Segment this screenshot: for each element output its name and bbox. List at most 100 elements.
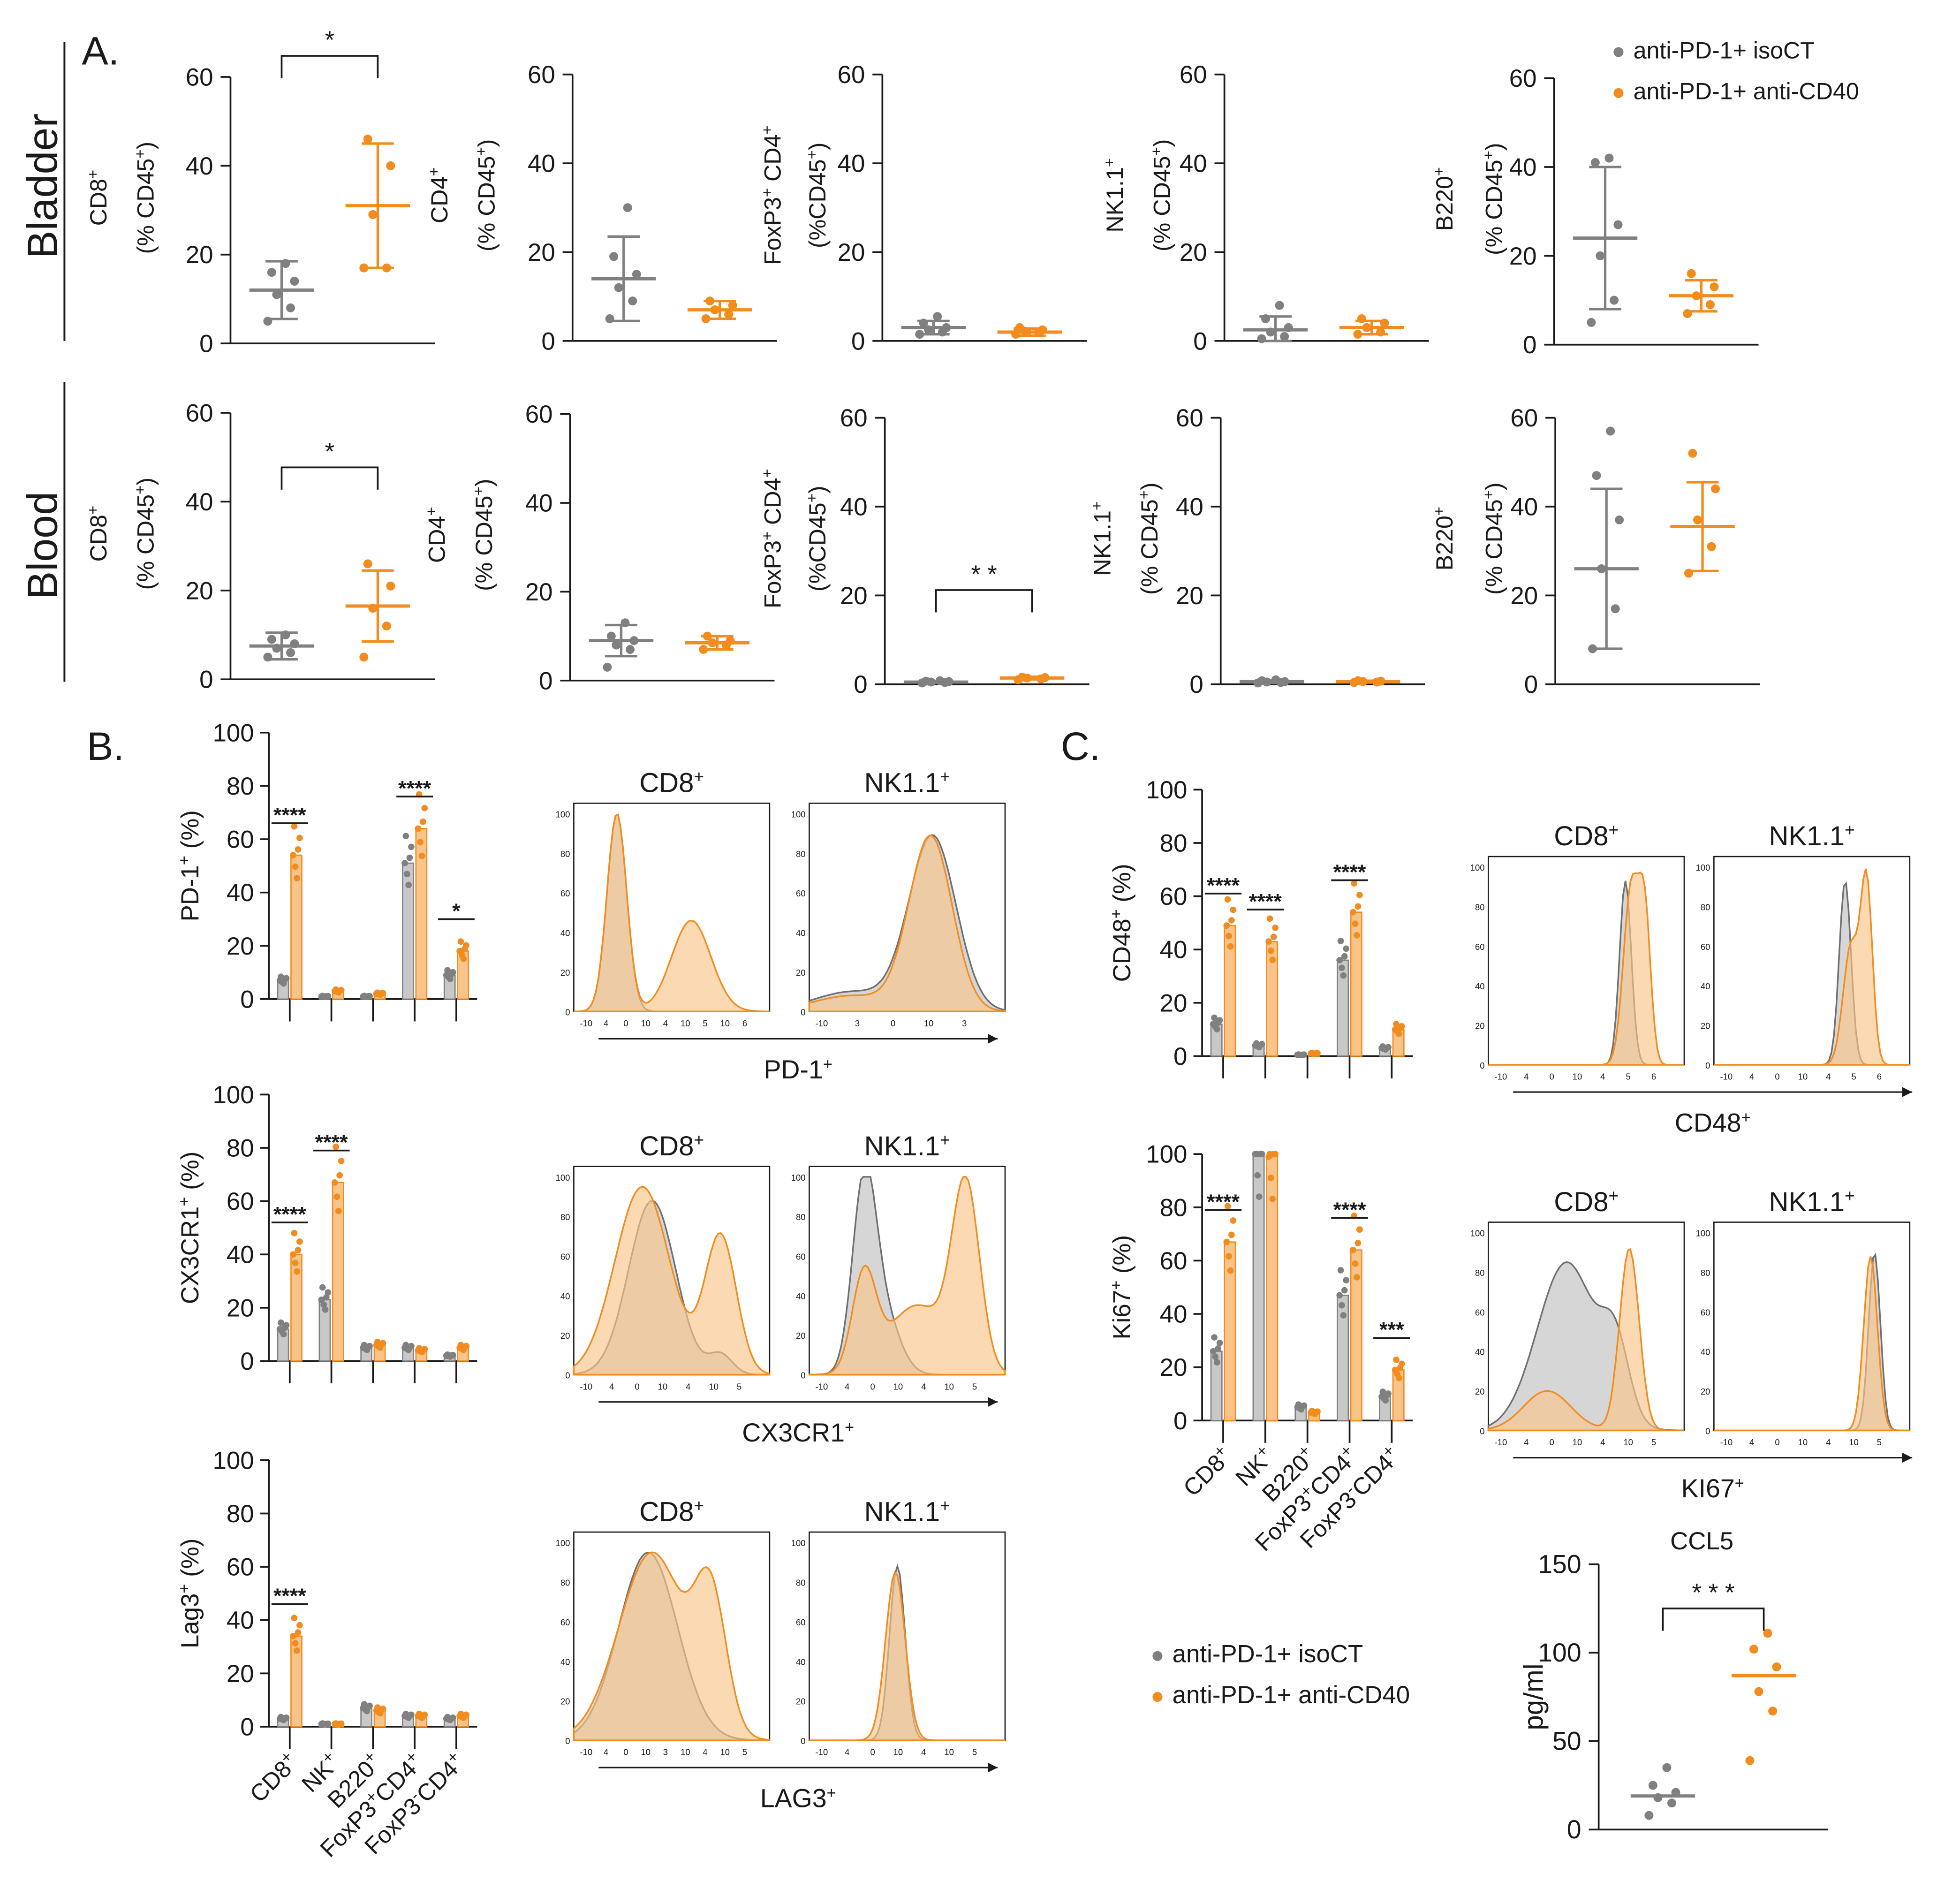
data-point (1644, 1811, 1654, 1820)
data-point (699, 645, 708, 654)
significance-label: **** (1333, 1198, 1366, 1221)
bar-point (1395, 1374, 1402, 1381)
bar-point (463, 942, 469, 949)
bar-point (1216, 1340, 1223, 1346)
y-tick-label: 40 (227, 1607, 254, 1634)
significance-label: **** (398, 776, 431, 800)
bar-point (318, 1296, 325, 1303)
bar-chart-b-cx3cr1: 0 20 40 60 80 100 CX3CR1+ (%) **** **** (175, 1081, 477, 1384)
hist-x-tick-label: 10 (1798, 1437, 1808, 1447)
hist-x-axis-label-text: PD-1 (764, 1055, 823, 1084)
y-axis-label: FoxP3+ CD4+ (758, 126, 786, 265)
y-tick-label: 0 (240, 986, 254, 1013)
bar-point (294, 875, 300, 882)
hist-y-tick-label: 0 (565, 1736, 570, 1746)
y-axis-label: NK1.1+ (1088, 501, 1116, 576)
y-tick-label: 40 (227, 879, 254, 907)
hist-x-tick-label: 10 (709, 1381, 719, 1391)
y-axis-label-part: (%) (1108, 864, 1136, 909)
hist-y-tick-label: 0 (801, 1736, 805, 1746)
data-point (382, 622, 391, 631)
bar-chart-c-cd48: 0 20 40 60 80 100 CD48+ (%) **** **** **** (1107, 776, 1413, 1079)
histogram-title-text: CD8 (639, 1131, 694, 1161)
bar-point (278, 1319, 284, 1326)
histogram-title-text: CD8 (1554, 821, 1608, 851)
category-label: CD8+ (1177, 1441, 1237, 1502)
bar-point (419, 818, 426, 825)
histogram-title-text: NK1.1 (864, 1131, 940, 1161)
bar (1266, 941, 1279, 1057)
bar-point (1253, 1151, 1260, 1158)
hist-y-tick-label: 20 (560, 1331, 570, 1341)
histogram-cd40 (808, 834, 1006, 1013)
data-point (1662, 1763, 1672, 1772)
y-tick-label: 20 (227, 933, 254, 960)
bar-point (1309, 1407, 1316, 1414)
bar-point (294, 1647, 300, 1654)
bar-point (444, 1714, 451, 1721)
data-point (609, 252, 619, 261)
legend-label-cd40-2: anti-PD-1+ anti-CD40 (1173, 1681, 1410, 1709)
histogram-title-text: NK1.1 (1769, 821, 1845, 851)
hist-x-axis-label-text: LAG3 (760, 1784, 827, 1813)
hist-x-axis-label-sup: + (1735, 1474, 1744, 1492)
y-axis-label-unit-part: + (1147, 147, 1165, 156)
hist-y-tick-label: 20 (796, 1331, 806, 1341)
legend-label-iso-2: anti-PD-1+ isoCT (1173, 1640, 1363, 1668)
hist-x-tick-label: 5 (703, 1018, 707, 1028)
y-tick-label: 0 (1173, 1407, 1187, 1435)
hist-x-tick-label: 4 (1749, 1437, 1754, 1447)
hist-x-tick-label: 10 (681, 1747, 690, 1757)
bar-point (325, 1289, 332, 1296)
hist-x-tick-label: 4 (1826, 1072, 1831, 1082)
data-point (386, 581, 395, 591)
y-axis-label-unit-part: (%CD45 (804, 159, 831, 248)
histogram-title: NK1.1+ (864, 1130, 950, 1161)
panel-label-b: B. (87, 724, 124, 768)
y-axis-label: pg/ml (1519, 1663, 1549, 1730)
histogram-cd40 (1714, 868, 1910, 1066)
hist-y-tick-label: 100 (791, 1538, 806, 1548)
hist-x-axis-arrowhead (987, 1762, 998, 1773)
y-axis-label-unit-part: (% CD45 (133, 494, 159, 590)
hist-x-tick-label: 10 (720, 1747, 730, 1757)
data-point (1362, 323, 1371, 332)
hist-y-tick-label: 0 (801, 1370, 805, 1380)
data-point (286, 648, 295, 657)
data-point (1745, 1756, 1755, 1765)
bar-point (1215, 1345, 1222, 1352)
bar (290, 1635, 303, 1728)
y-axis-label-part: CD48 (1108, 918, 1136, 982)
bar-point (1295, 1051, 1302, 1058)
histogram-title-sup: + (694, 1496, 704, 1515)
y-tick-label: 20 (840, 582, 868, 610)
legend-label-iso: anti-PD-1+ isoCT (1634, 37, 1815, 63)
data-point (1768, 1707, 1778, 1716)
bar-point (1356, 1226, 1363, 1233)
hist-y-tick-label: 20 (560, 1697, 570, 1707)
y-tick-label: 100 (213, 1081, 254, 1109)
data-point (1604, 153, 1614, 163)
hist-x-tick-label: 4 (609, 1381, 614, 1391)
bar-point (1337, 938, 1344, 944)
legend-label-cd40: anti-PD-1+ anti-CD40 (1634, 78, 1859, 105)
bar-point (319, 993, 326, 999)
y-tick-label: 60 (525, 401, 553, 428)
bar-point (292, 863, 299, 870)
bar-point (421, 804, 428, 812)
data-point (286, 303, 295, 312)
significance-label: * (325, 26, 335, 54)
bar-point (1230, 906, 1237, 913)
hist-x-tick-label: -10 (1495, 1437, 1507, 1447)
bar-point (1223, 1238, 1230, 1245)
bar-point (296, 834, 303, 842)
y-tick-label: 100 (213, 719, 254, 747)
hist-x-tick-label: 10 (1573, 1072, 1582, 1082)
data-point (1376, 676, 1385, 686)
y-axis-label: CD4+ (422, 507, 450, 563)
significance-label: * * * (1692, 1579, 1735, 1607)
hist-x-tick-label: 4 (1524, 1437, 1528, 1447)
bar-point (406, 854, 413, 861)
y-axis-label-unit-part: (% CD45 (1481, 159, 1507, 255)
